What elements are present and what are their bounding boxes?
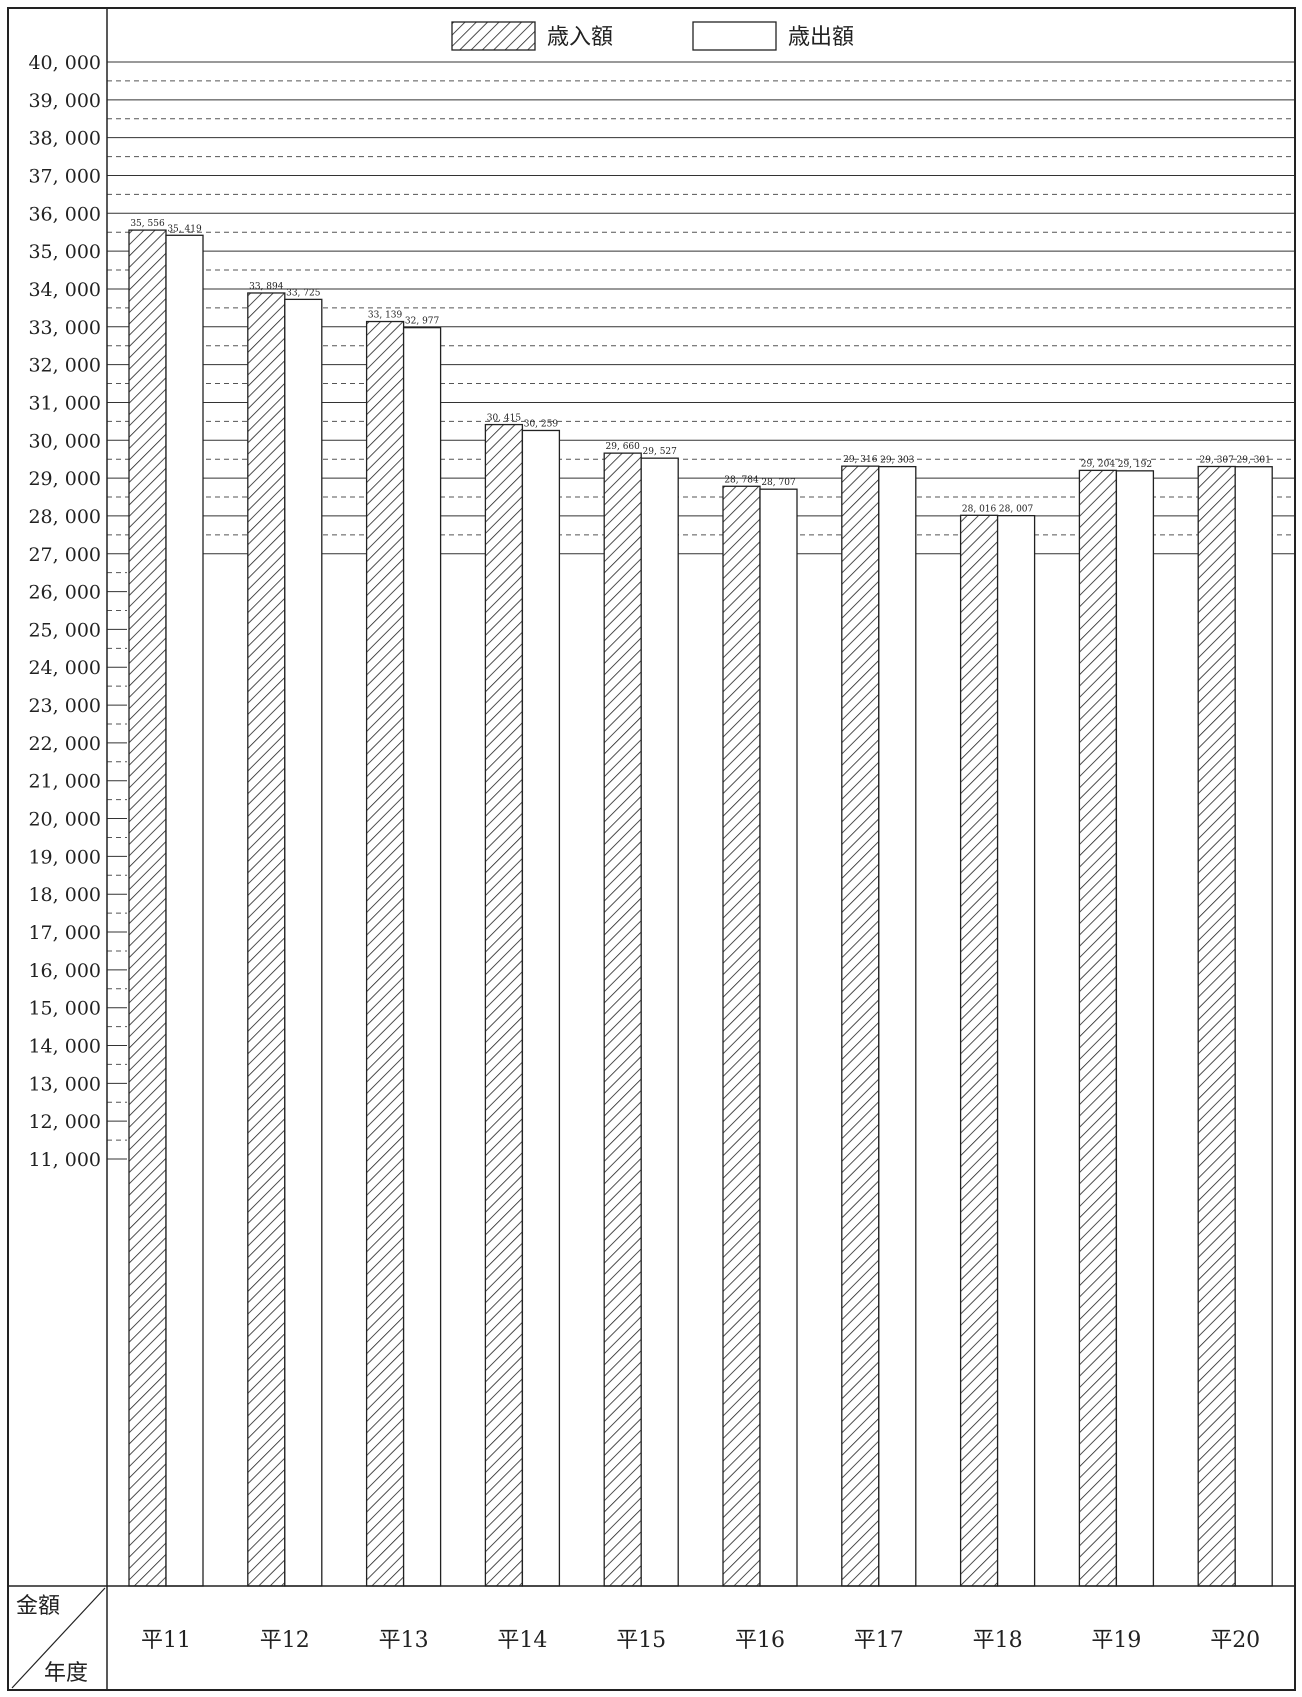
y-tick-label: 30, 000 — [28, 430, 101, 452]
y-tick-label: 33, 000 — [28, 317, 101, 339]
bar-revenue — [1197, 465, 1236, 1587]
x-category-label: 平15 — [616, 1628, 666, 1653]
y-tick-label: 23, 000 — [28, 695, 101, 717]
y-tick-label: 20, 000 — [28, 809, 101, 831]
legend-swatch-expenditure — [692, 21, 777, 51]
bar-revenue — [365, 320, 405, 1587]
data-label-revenue: 29, 316 — [843, 455, 878, 465]
outer-frame — [7, 7, 1296, 1691]
x-category-label: 平19 — [1091, 1628, 1141, 1653]
bar-expenditure — [521, 429, 561, 1587]
x-category-label: 平17 — [854, 1628, 904, 1653]
bar-revenue — [484, 423, 524, 1587]
bar-expenditure — [878, 465, 917, 1587]
x-category-label: 平14 — [497, 1628, 547, 1653]
bar-expenditure — [1115, 470, 1155, 1587]
x-category-label: 平13 — [379, 1628, 429, 1653]
bar-expenditure — [996, 515, 1036, 1587]
y-tick-label: 36, 000 — [28, 203, 101, 225]
y-tick-label: 13, 000 — [28, 1073, 101, 1095]
data-label-expenditure: 28, 007 — [999, 505, 1034, 515]
labels-layer: 11, 000 12, 000 13, 000 14, 000 15, 000 16, 0… — [16, 25, 1271, 1686]
bar-expenditure — [1234, 466, 1273, 1587]
y-tick-label: 15, 000 — [28, 998, 101, 1020]
bar-revenue — [1078, 469, 1118, 1587]
y-tick-label: 28, 000 — [28, 506, 101, 528]
y-tick-label: 37, 000 — [28, 165, 101, 187]
frame-layer — [7, 7, 1296, 1691]
data-label-revenue: 35, 556 — [130, 219, 165, 229]
x-category-label: 平16 — [735, 1628, 785, 1653]
y-tick-label: 26, 000 — [28, 582, 101, 604]
data-label-revenue: 28, 784 — [724, 475, 759, 485]
y-tick-label: 11, 000 — [28, 1149, 101, 1171]
y-tick-label: 21, 000 — [28, 771, 101, 793]
y-tick-label: 22, 000 — [28, 733, 101, 755]
y-tick-label: 39, 000 — [28, 90, 101, 112]
bar-revenue — [722, 485, 761, 1587]
data-label-expenditure: 29, 192 — [1118, 460, 1152, 470]
bar-revenue — [959, 514, 999, 1587]
data-label-revenue: 30, 415 — [487, 414, 522, 424]
data-label-expenditure: 29, 301 — [1237, 456, 1271, 466]
y-tick-label: 29, 000 — [28, 468, 101, 490]
y-tick-label: 35, 000 — [28, 241, 101, 263]
bar-expenditure — [640, 457, 679, 1587]
y-tick-label: 31, 000 — [28, 392, 101, 414]
y-tick-label: 24, 000 — [28, 657, 101, 679]
data-label-revenue: 29, 204 — [1081, 459, 1116, 469]
y-tick-label: 12, 000 — [28, 1111, 101, 1133]
data-label-expenditure: 30, 259 — [524, 419, 559, 429]
bar-expenditure — [402, 327, 442, 1587]
x-category-label: 平18 — [973, 1628, 1023, 1653]
y-tick-label: 17, 000 — [28, 922, 101, 944]
y-tick-label: 32, 000 — [28, 355, 101, 377]
data-label-revenue: 29, 660 — [606, 442, 641, 452]
y-tick-label: 25, 000 — [28, 619, 101, 641]
x-category-label: 平11 — [141, 1628, 191, 1653]
data-label-expenditure: 35, 419 — [167, 224, 202, 234]
y-tick-label: 16, 000 — [28, 960, 101, 982]
bar-expenditure — [759, 488, 798, 1587]
data-label-revenue: 28, 016 — [962, 504, 997, 514]
data-label-expenditure: 32, 977 — [405, 317, 440, 327]
data-label-expenditure: 29, 303 — [880, 456, 915, 466]
corner-diagonal — [11, 1587, 106, 1689]
legend-label-expenditure: 歳出額 — [788, 25, 854, 50]
y-tick-label: 14, 000 — [28, 1036, 101, 1058]
y-tick-label: 18, 000 — [28, 884, 101, 906]
bars-layer — [128, 229, 1273, 1587]
bar-revenue — [128, 229, 167, 1587]
data-label-expenditure: 29, 527 — [643, 447, 678, 457]
data-label-expenditure: 28, 707 — [761, 478, 796, 488]
y-tick-label: 40, 000 — [28, 52, 101, 74]
y-tick-label: 27, 000 — [28, 544, 101, 566]
data-label-revenue: 33, 894 — [249, 282, 284, 292]
x-category-label: 平20 — [1210, 1628, 1260, 1653]
bar-expenditure — [284, 298, 323, 1587]
bar-revenue — [841, 465, 880, 1587]
y-tick-label: 19, 000 — [28, 846, 101, 868]
x-category-label: 平12 — [260, 1628, 310, 1653]
bar-expenditure — [165, 234, 204, 1587]
data-label-revenue: 33, 139 — [368, 311, 403, 321]
bar-revenue — [603, 452, 642, 1587]
data-label-revenue: 29, 307 — [1200, 455, 1235, 465]
bar-revenue — [247, 292, 286, 1587]
y-tick-label: 38, 000 — [28, 128, 101, 150]
legend-label-revenue: 歳入額 — [547, 25, 613, 50]
legend-swatch-revenue — [451, 21, 536, 51]
y-tick-label: 34, 000 — [28, 279, 101, 301]
data-label-expenditure: 33, 725 — [286, 288, 321, 298]
corner-label-year: 年度 — [44, 1661, 88, 1686]
corner-label-amount: 金額 — [16, 1594, 60, 1619]
